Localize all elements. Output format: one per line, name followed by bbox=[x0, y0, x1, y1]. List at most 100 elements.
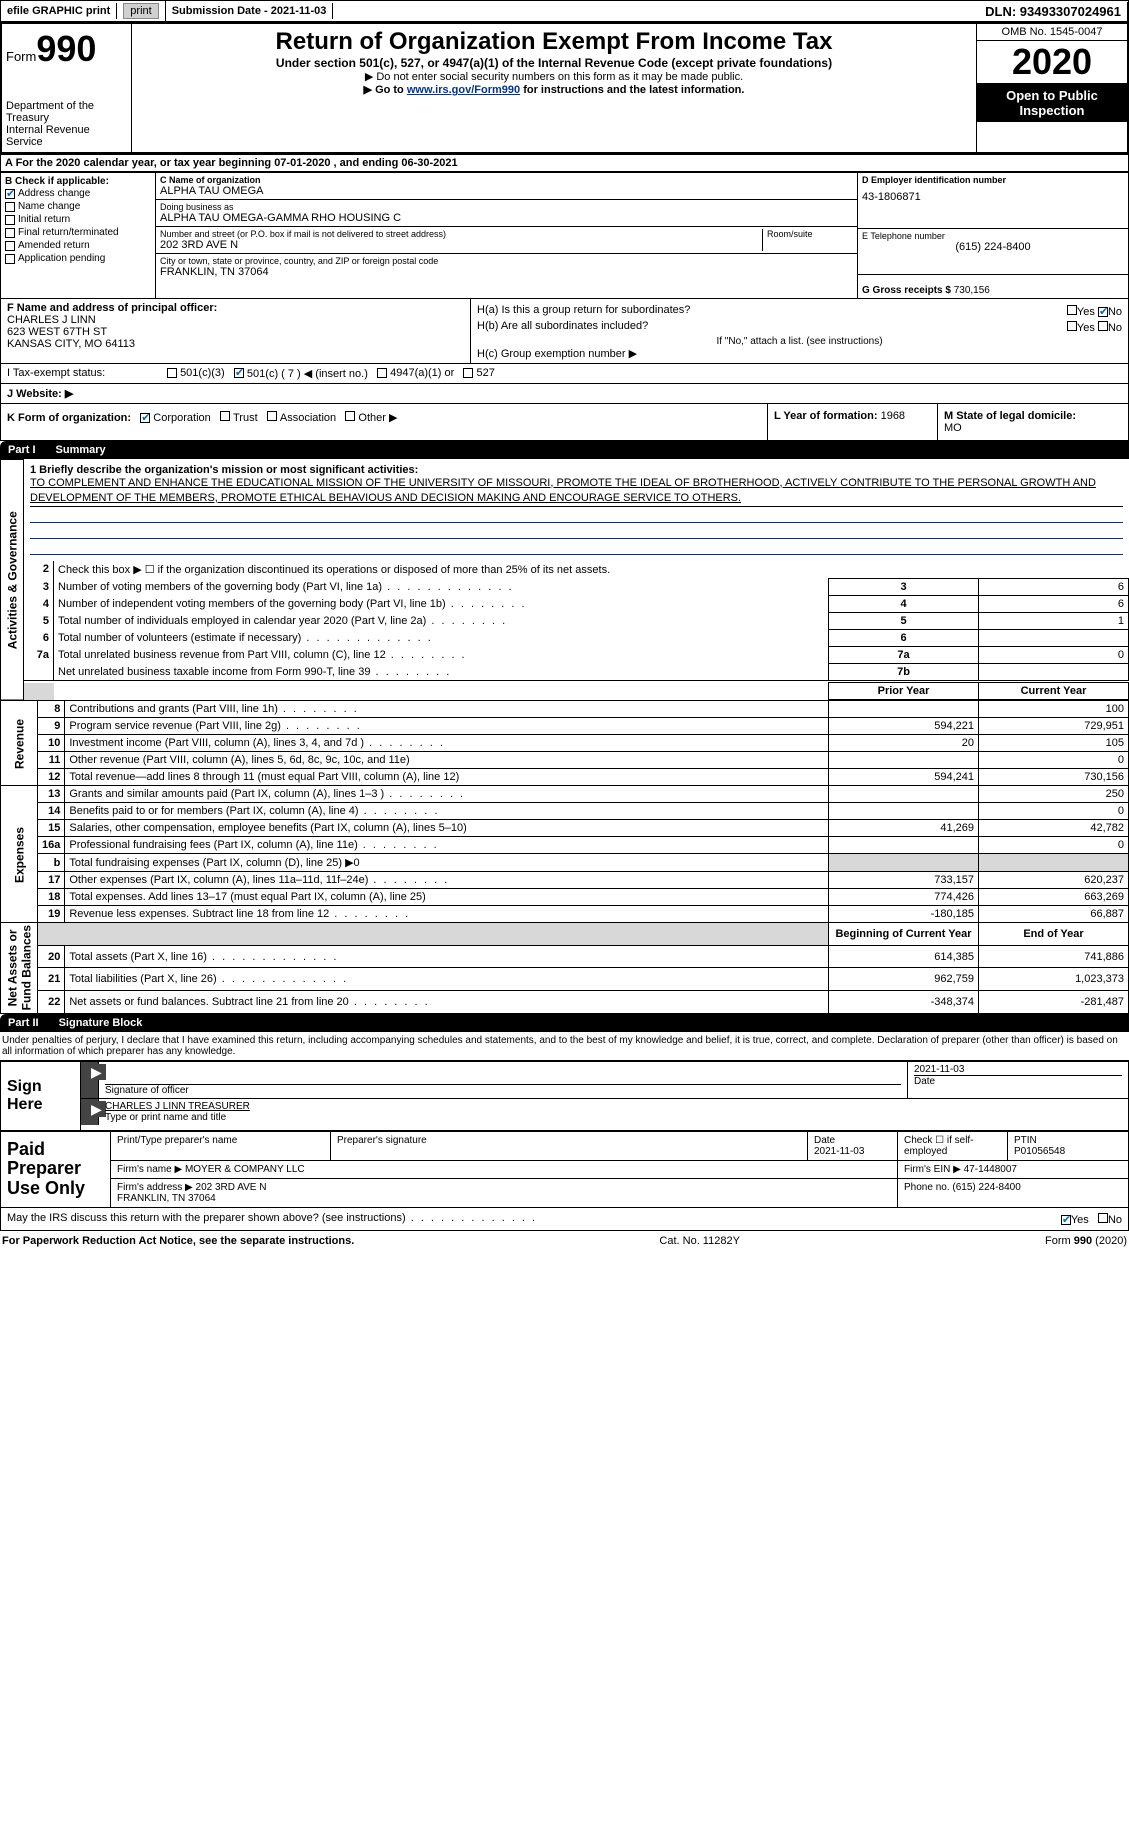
rev9-prior: 594,221 bbox=[829, 718, 979, 735]
side-revenue: Revenue bbox=[1, 701, 38, 786]
ts-4947-check[interactable] bbox=[377, 368, 387, 378]
rev8-text: Contributions and grants (Part VIII, lin… bbox=[69, 703, 278, 715]
rev9-text: Program service revenue (Part VIII, line… bbox=[69, 720, 281, 732]
check-self-employed: Check ☐ if self-employed bbox=[898, 1132, 1008, 1160]
k-trust-check[interactable] bbox=[220, 411, 230, 421]
exp13-text: Grants and similar amounts paid (Part IX… bbox=[69, 788, 384, 800]
m-value: MO bbox=[944, 422, 962, 434]
rev11-curr: 0 bbox=[979, 752, 1129, 769]
form-title: Return of Organization Exempt From Incom… bbox=[138, 28, 970, 56]
l-value: 1968 bbox=[881, 410, 905, 422]
room-label: Room/suite bbox=[767, 229, 853, 239]
rev10-prior: 20 bbox=[829, 735, 979, 752]
footer-right: Form 990 (2020) bbox=[1045, 1235, 1127, 1247]
sig-name-label: Type or print name and title bbox=[105, 1112, 1122, 1123]
footer: For Paperwork Reduction Act Notice, see … bbox=[0, 1231, 1129, 1251]
l-label: L Year of formation: bbox=[774, 410, 878, 422]
rev8-prior bbox=[829, 701, 979, 718]
exp13-curr: 250 bbox=[979, 786, 1129, 803]
rev12-text: Total revenue—add lines 8 through 11 (mu… bbox=[69, 771, 459, 783]
section-b-label: B Check if applicable: bbox=[5, 176, 109, 187]
exp18-text: Total expenses. Add lines 13–17 (must eq… bbox=[69, 891, 425, 903]
exp15-curr: 42,782 bbox=[979, 820, 1129, 837]
dln: DLN: 93493307024961 bbox=[979, 2, 1128, 21]
form-header: Form990 Department of the Treasury Inter… bbox=[0, 22, 1129, 154]
check-initial-return[interactable] bbox=[5, 215, 15, 225]
officer-label: F Name and address of principal officer: bbox=[7, 302, 217, 314]
exp16a-text: Professional fundraising fees (Part IX, … bbox=[69, 839, 357, 851]
ts-501c-check[interactable] bbox=[234, 368, 244, 378]
officer-name: CHARLES J LINN bbox=[7, 314, 464, 326]
row-k: K Form of organization: Corporation Trus… bbox=[0, 404, 1129, 441]
print-button[interactable]: print bbox=[123, 3, 158, 19]
firm-ein: 47-1448007 bbox=[964, 1164, 1017, 1175]
ptin-label: PTIN bbox=[1014, 1135, 1037, 1146]
check-name-change[interactable] bbox=[5, 202, 15, 212]
section-fh: F Name and address of principal officer:… bbox=[0, 299, 1129, 364]
k-other-check[interactable] bbox=[345, 411, 355, 421]
ha-label: H(a) Is this a group return for subordin… bbox=[477, 304, 690, 318]
discuss-yes-check[interactable] bbox=[1061, 1215, 1071, 1225]
check-amended[interactable] bbox=[5, 241, 15, 251]
line4-val: 6 bbox=[979, 596, 1129, 613]
ha-no-check[interactable] bbox=[1098, 307, 1108, 317]
line7a-text: Total unrelated business revenue from Pa… bbox=[58, 649, 386, 661]
hb-no-check[interactable] bbox=[1098, 321, 1108, 331]
hb-note: If "No," attach a list. (see instruction… bbox=[477, 336, 1122, 347]
line6-text: Total number of volunteers (estimate if … bbox=[58, 632, 301, 644]
k-assoc-check[interactable] bbox=[267, 411, 277, 421]
prep-sig-label: Preparer's signature bbox=[331, 1132, 808, 1160]
section-c-org-info: C Name of organization ALPHA TAU OMEGA D… bbox=[156, 173, 858, 298]
k-corp-check[interactable] bbox=[140, 413, 150, 423]
check-final-return[interactable] bbox=[5, 228, 15, 238]
exp15-prior: 41,269 bbox=[829, 820, 979, 837]
city-label: City or town, state or province, country… bbox=[160, 256, 853, 266]
ptin-value: P01056548 bbox=[1014, 1146, 1065, 1157]
rev10-curr: 105 bbox=[979, 735, 1129, 752]
section-bcd: B Check if applicable: Address change Na… bbox=[0, 172, 1129, 299]
line3-val: 6 bbox=[979, 579, 1129, 596]
exp17-curr: 620,237 bbox=[979, 872, 1129, 889]
firm-addr-label: Firm's address ▶ bbox=[117, 1182, 193, 1193]
ts-527-check[interactable] bbox=[463, 368, 473, 378]
sig-date: 2021-11-03 bbox=[914, 1064, 1122, 1075]
check-address-change[interactable] bbox=[5, 189, 15, 199]
open-public-badge: Open to Public Inspection bbox=[977, 84, 1127, 122]
discuss-no-check[interactable] bbox=[1098, 1213, 1108, 1223]
side-expenses: Expenses bbox=[1, 786, 38, 923]
gross-value: 730,156 bbox=[954, 285, 990, 296]
ts-501c3-check[interactable] bbox=[167, 368, 177, 378]
side-net: Net Assets or Fund Balances bbox=[1, 923, 38, 1013]
firm-phone: (615) 224-8400 bbox=[952, 1182, 1020, 1193]
line7a-val: 0 bbox=[979, 647, 1129, 664]
dba-label: Doing business as bbox=[160, 202, 853, 212]
part2-header: Part II Signature Block bbox=[0, 1014, 1129, 1032]
footer-left: For Paperwork Reduction Act Notice, see … bbox=[2, 1235, 354, 1247]
net20-prior: 614,385 bbox=[829, 945, 979, 968]
officer-addr2: KANSAS CITY, MO 64113 bbox=[7, 338, 464, 350]
check-app-pending[interactable] bbox=[5, 254, 15, 264]
net21-text: Total liabilities (Part X, line 26) bbox=[69, 973, 216, 985]
exp19-curr: 66,887 bbox=[979, 906, 1129, 923]
firm-name: MOYER & COMPANY LLC bbox=[185, 1164, 305, 1175]
section-b-checkboxes: B Check if applicable: Address change Na… bbox=[1, 173, 156, 298]
top-bar: efile GRAPHIC print print Submission Dat… bbox=[0, 0, 1129, 22]
exp17-prior: 733,157 bbox=[829, 872, 979, 889]
line1-label: 1 Briefly describe the organization's mi… bbox=[30, 464, 418, 476]
net22-prior: -348,374 bbox=[829, 991, 979, 1014]
exp18-curr: 663,269 bbox=[979, 889, 1129, 906]
sign-here-label: Sign Here bbox=[1, 1062, 81, 1130]
tel-value: (615) 224-8400 bbox=[862, 241, 1124, 253]
ha-yes-check[interactable] bbox=[1067, 305, 1077, 315]
prep-date-label: Date bbox=[814, 1135, 835, 1146]
discuss-row: May the IRS discuss this return with the… bbox=[0, 1208, 1129, 1231]
officer-addr1: 623 WEST 67TH ST bbox=[7, 326, 464, 338]
hb-yes-check[interactable] bbox=[1067, 321, 1077, 331]
exp15-text: Salaries, other compensation, employee b… bbox=[69, 822, 466, 834]
rev11-text: Other revenue (Part VIII, column (A), li… bbox=[69, 754, 409, 766]
part2-title: Signature Block bbox=[59, 1017, 143, 1029]
hc-label: H(c) Group exemption number ▶ bbox=[477, 347, 1122, 360]
irs-link[interactable]: www.irs.gov/Form990 bbox=[407, 84, 520, 96]
net22-curr: -281,487 bbox=[979, 991, 1129, 1014]
sig-officer-label: Signature of officer bbox=[105, 1084, 901, 1096]
